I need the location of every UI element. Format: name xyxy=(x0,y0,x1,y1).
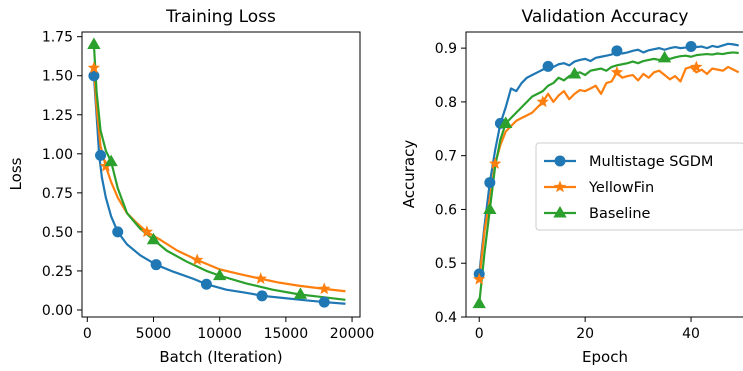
y-tick-label: 0.7 xyxy=(435,149,457,165)
marker-multistage-sgdm xyxy=(200,278,212,290)
x-axis-label: Batch (Iteration) xyxy=(159,348,282,366)
marker-yellowfin xyxy=(610,65,624,78)
x-axis-label: Epoch xyxy=(582,348,628,366)
training-loss-chart: Training Loss 0 5000 10000 15000 20000 0.000… xyxy=(7,7,374,366)
x-axis-ticks: 0 20 40 xyxy=(475,317,700,342)
legend-marker-multistage-sgdm xyxy=(554,155,566,167)
x-tick-label: 15000 xyxy=(264,326,309,342)
legend-marker-yellowfin xyxy=(553,180,567,193)
marker-yellowfin xyxy=(690,60,703,73)
series-markers xyxy=(87,37,331,308)
marker-multistage-sgdm xyxy=(150,259,162,271)
x-tick-label: 0 xyxy=(83,326,92,342)
y-tick-label: 0.6 xyxy=(435,202,457,218)
marker-yellowfin xyxy=(318,282,331,295)
marker-multistage-sgdm xyxy=(318,296,330,308)
legend-label-yellowfin: YellowFin xyxy=(588,180,654,196)
x-tick-label: 0 xyxy=(475,326,484,342)
marker-multistage-sgdm xyxy=(484,177,496,189)
marker-baseline xyxy=(657,50,672,63)
x-tick-label: 5000 xyxy=(136,326,172,342)
legend-label-multistage-sgdm: Multistage SGDM xyxy=(589,154,713,170)
y-tick-label: 1.75 xyxy=(42,30,73,46)
marker-baseline xyxy=(146,232,161,245)
x-tick-label: 10000 xyxy=(197,326,242,342)
y-tick-label: 0.00 xyxy=(42,303,73,319)
marker-baseline xyxy=(87,37,101,50)
marker-yellowfin xyxy=(190,253,204,266)
y-tick-label: 0.50 xyxy=(42,225,73,241)
series-line-yellowfin xyxy=(478,65,740,280)
y-axis-ticks: 0.00 0.25 0.50 0.75 1.00 1.25 1.50 1.75 xyxy=(42,30,82,319)
marker-yellowfin xyxy=(473,272,486,285)
marker-baseline xyxy=(104,154,118,167)
series-line-multistage-sgdm xyxy=(92,75,346,305)
y-tick-label: 0.9 xyxy=(435,41,457,57)
chart-title: Validation Accuracy xyxy=(522,7,689,27)
y-tick-label: 0.75 xyxy=(42,186,73,202)
legend-marker-baseline xyxy=(553,206,567,218)
marker-baseline xyxy=(293,287,308,299)
marker-baseline xyxy=(213,268,227,281)
legend: Multistage SGDM YellowFin Baseline xyxy=(535,142,743,231)
marker-multistage-sgdm xyxy=(88,70,100,82)
marker-baseline xyxy=(472,296,486,309)
y-axis-label: Accuracy xyxy=(400,140,418,209)
marker-yellowfin xyxy=(87,61,101,74)
series-line-baseline xyxy=(478,51,739,304)
y-tick-label: 0.8 xyxy=(435,95,457,111)
series-lines xyxy=(92,44,346,305)
marker-multistage-sgdm xyxy=(95,149,107,161)
marker-yellowfin xyxy=(140,225,154,238)
validation-accuracy-chart: Validation Accuracy 0 20 40 0.40.50.60.70.… xyxy=(400,7,743,366)
x-tick-label: 20000 xyxy=(330,326,375,342)
marker-baseline xyxy=(499,116,513,128)
plot-area-frame xyxy=(81,31,361,318)
y-tick-label: 1.00 xyxy=(42,147,73,163)
marker-baseline xyxy=(567,66,582,79)
series-markers xyxy=(472,41,703,309)
marker-multistage-sgdm xyxy=(256,290,268,302)
legend-label-baseline: Baseline xyxy=(589,206,651,222)
series-line-yellowfin xyxy=(92,67,346,293)
marker-multistage-sgdm xyxy=(685,41,697,53)
legend-entries: Multistage SGDM YellowFin Baseline xyxy=(544,154,713,222)
y-tick-label: 0.25 xyxy=(42,264,73,280)
series-line-baseline xyxy=(92,44,346,301)
marker-yellowfin xyxy=(254,272,267,284)
marker-multistage-sgdm xyxy=(611,45,623,57)
marker-multistage-sgdm xyxy=(542,60,554,72)
legend-frame xyxy=(535,142,743,231)
x-axis-ticks: 0 5000 10000 15000 20000 xyxy=(83,317,374,342)
y-axis-ticks: 0.4 0.5 0.6 0.7 0.8 0.9 xyxy=(435,41,466,326)
chart-title: Training Loss xyxy=(165,7,276,27)
marker-multistage-sgdm xyxy=(112,226,124,238)
plot-area-frame xyxy=(465,31,743,318)
marker-yellowfin xyxy=(488,157,502,169)
y-tick-label: 1.50 xyxy=(42,69,73,85)
x-tick-label: 40 xyxy=(682,326,700,342)
marker-baseline xyxy=(483,202,497,215)
y-axis-label: Loss xyxy=(7,157,25,190)
y-tick-label: 1.25 xyxy=(42,108,73,124)
y-tick-label: 0.5 xyxy=(435,256,457,272)
marker-yellowfin xyxy=(536,95,549,108)
y-tick-label: 0.4 xyxy=(435,310,457,326)
x-tick-label: 20 xyxy=(576,326,594,342)
